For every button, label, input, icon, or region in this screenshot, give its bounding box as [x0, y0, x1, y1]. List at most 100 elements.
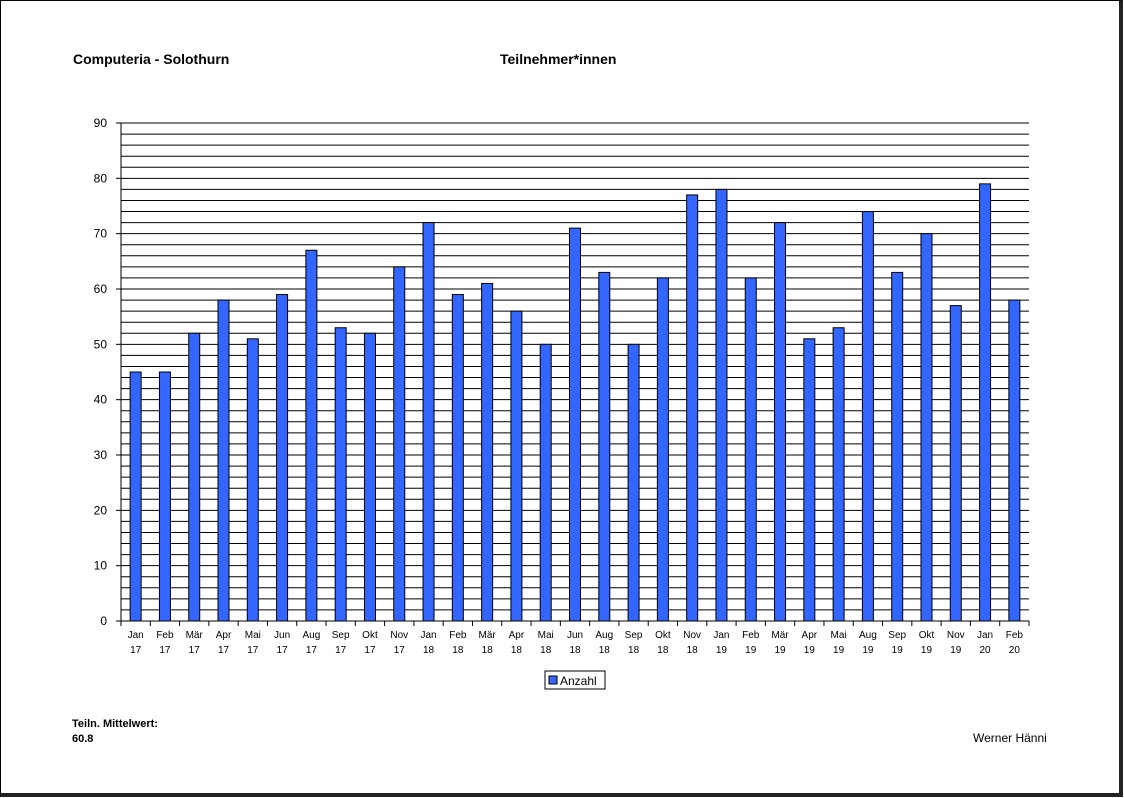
mean-summary: Teiln. Mittelwert: 60.8 [72, 717, 158, 747]
x-tick-label-year: 17 [189, 645, 201, 656]
x-tick-label: Nov [947, 630, 965, 641]
x-tick-label-year: 20 [1009, 645, 1021, 656]
bar [129, 371, 142, 622]
chart-title: Teilnehmer*innen [500, 51, 617, 67]
x-tick-label-year: 18 [511, 645, 523, 656]
bar [422, 222, 435, 622]
x-tick-label: Aug [595, 630, 613, 641]
x-tick-label-year: 18 [687, 645, 699, 656]
x-tick-label: Mär [771, 630, 789, 641]
x-tick-label-year: 19 [921, 645, 933, 656]
bar [217, 299, 230, 622]
x-tick-label: Apr [802, 630, 818, 641]
x-tick-label-year: 18 [599, 645, 611, 656]
x-tick-label-year: 18 [482, 645, 494, 656]
bar [481, 282, 494, 622]
x-tick-label-year: 18 [452, 645, 464, 656]
x-tick-label: Apr [216, 630, 232, 641]
x-tick-label: Mär [186, 630, 204, 641]
x-tick-label: Nov [390, 630, 408, 641]
y-tick-label: 20 [94, 503, 108, 517]
bar [920, 233, 933, 622]
x-tick-label: Mär [479, 630, 497, 641]
x-tick-label-year: 19 [833, 645, 845, 656]
x-tick-label: Feb [1006, 630, 1024, 641]
x-tick-label: Aug [302, 630, 320, 641]
bar [276, 294, 289, 622]
x-tick-label: Okt [919, 630, 935, 641]
x-tick-label: Apr [509, 630, 525, 641]
bar [715, 188, 728, 622]
bar [305, 249, 318, 622]
bar [803, 338, 816, 622]
bar [627, 343, 640, 622]
bar [891, 271, 904, 622]
x-tick-label: Jun [567, 630, 583, 641]
x-tick-label-year: 17 [394, 645, 406, 656]
bar [598, 271, 611, 622]
legend-label: Anzahl [560, 674, 597, 688]
y-tick-label: 40 [94, 393, 108, 407]
bar [569, 227, 581, 622]
bar [1008, 299, 1021, 622]
x-tick-label: Feb [742, 630, 760, 641]
x-tick-label: Jun [274, 630, 290, 641]
bar [774, 222, 787, 622]
x-tick-label: Jan [128, 630, 144, 641]
x-tick-label-year: 19 [716, 645, 728, 656]
x-tick-label-year: 18 [423, 645, 435, 656]
bar [744, 277, 757, 622]
legend-box [544, 670, 606, 690]
x-tick-label: Nov [683, 630, 701, 641]
x-tick-label: Mai [245, 630, 261, 641]
mean-value: 60.8 [72, 733, 94, 745]
bar [363, 332, 376, 622]
x-tick-label: Jan [977, 630, 993, 641]
bar [510, 310, 523, 622]
x-tick-label-year: 17 [159, 645, 171, 656]
organization-title: Computeria - Solothurn [73, 51, 230, 67]
legend-swatch [548, 675, 558, 685]
x-tick-label: Mai [538, 630, 554, 641]
x-tick-label-year: 18 [657, 645, 669, 656]
bar [334, 327, 347, 622]
author-name: Werner Hänni [973, 731, 1047, 745]
x-tick-label-year: 19 [862, 645, 874, 656]
x-tick-label-year: 19 [950, 645, 962, 656]
x-tick-label: Aug [859, 630, 877, 641]
bar [861, 211, 874, 622]
bar [539, 343, 552, 622]
x-tick-label: Mai [831, 630, 847, 641]
y-tick-label: 80 [94, 171, 108, 185]
x-tick-label: Jan [713, 630, 729, 641]
bar [656, 277, 669, 622]
y-tick-label: 30 [94, 448, 108, 462]
x-tick-label: Sep [332, 630, 350, 641]
bar [949, 305, 962, 622]
x-tick-label-year: 18 [569, 645, 581, 656]
y-tick-label: 50 [94, 337, 108, 351]
bar [832, 327, 845, 622]
y-tick-label: 0 [100, 614, 107, 628]
x-tick-label-year: 19 [774, 645, 786, 656]
bar [979, 183, 992, 622]
x-tick-label-year: 19 [745, 645, 757, 656]
x-tick-label-year: 17 [335, 645, 347, 656]
bar [686, 194, 699, 622]
x-tick-label: Feb [449, 630, 467, 641]
x-tick-label: Sep [888, 630, 906, 641]
y-tick-label: 90 [94, 116, 108, 130]
x-tick-label-year: 17 [277, 645, 289, 656]
y-tick-label: 10 [94, 559, 108, 573]
bar [246, 338, 259, 622]
x-tick-label-year: 17 [306, 645, 318, 656]
x-tick-label: Feb [156, 630, 174, 641]
x-tick-label-year: 17 [364, 645, 376, 656]
x-tick-label-year: 18 [540, 645, 552, 656]
x-tick-label: Okt [655, 630, 671, 641]
bar [393, 266, 406, 622]
x-tick-label-year: 19 [892, 645, 904, 656]
x-tick-label-year: 18 [628, 645, 640, 656]
x-tick-label: Okt [362, 630, 378, 641]
